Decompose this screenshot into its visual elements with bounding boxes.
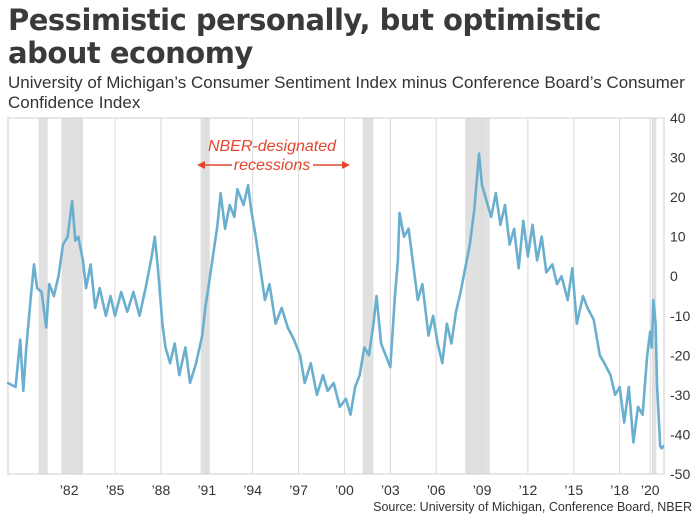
x-tick-label: ’06 <box>427 482 446 498</box>
recession-annotation: NBER-designated recessions <box>197 138 350 174</box>
annotation-arrowhead-left <box>197 161 205 169</box>
series-group <box>6 152 665 450</box>
y-tick-label: -30 <box>670 387 690 403</box>
x-tick-label: ’88 <box>152 482 171 498</box>
y-tick-label: -10 <box>670 308 690 324</box>
y-tick-label: -20 <box>670 347 690 363</box>
chart-title: Pessimistic personally, but optimistic a… <box>8 3 601 70</box>
annotation-arrowhead-right <box>342 161 350 169</box>
x-tick-label: ’91 <box>197 482 216 498</box>
annotation-line-1: NBER-designated <box>208 138 337 155</box>
recession-band-1 <box>61 118 83 474</box>
x-tick-label: ’09 <box>473 482 492 498</box>
x-tick-label: ’94 <box>243 482 262 498</box>
y-tick-label: -50 <box>670 466 690 482</box>
x-tick-label: ’97 <box>289 482 308 498</box>
x-axis: ’82 ’85 ’88 ’91 ’94 ’97 ’00 ’03 ’06 ’09 ’12 ’15 ’18 ’… <box>60 482 660 498</box>
y-tick-label: 30 <box>670 150 686 166</box>
x-tick-label: ’03 <box>381 482 400 498</box>
series-line-0 <box>6 152 665 450</box>
x-tick-label: ’12 <box>519 482 538 498</box>
y-axis: 40 30 20 10 0 -10 -20 -30 -40 -50 <box>670 110 690 482</box>
y-tick-label: -40 <box>670 426 690 442</box>
x-tick-label: ’18 <box>610 482 629 498</box>
x-tick-label: ’20 <box>641 482 660 498</box>
recession-bands <box>38 118 657 474</box>
annotation-line-2: recessions <box>234 157 310 174</box>
y-tick-label: 20 <box>670 189 686 205</box>
chart-subtitle: University of Michigan’s Consumer Sentim… <box>8 73 685 112</box>
y-tick-label: 40 <box>670 110 686 126</box>
recession-band-2 <box>200 118 210 474</box>
recession-band-3 <box>362 118 374 474</box>
recession-band-5 <box>651 118 657 474</box>
vertical-gridlines <box>68 118 651 474</box>
x-tick-label: ’85 <box>106 482 125 498</box>
x-tick-label: ’82 <box>60 482 79 498</box>
source-note: Source: University of Michigan, Conferen… <box>373 500 692 514</box>
y-tick-label: 10 <box>670 229 686 245</box>
y-tick-label: 0 <box>670 268 678 284</box>
x-tick-label: ’00 <box>335 482 354 498</box>
plot-frame <box>7 117 665 475</box>
x-tick-label: ’15 <box>564 482 583 498</box>
